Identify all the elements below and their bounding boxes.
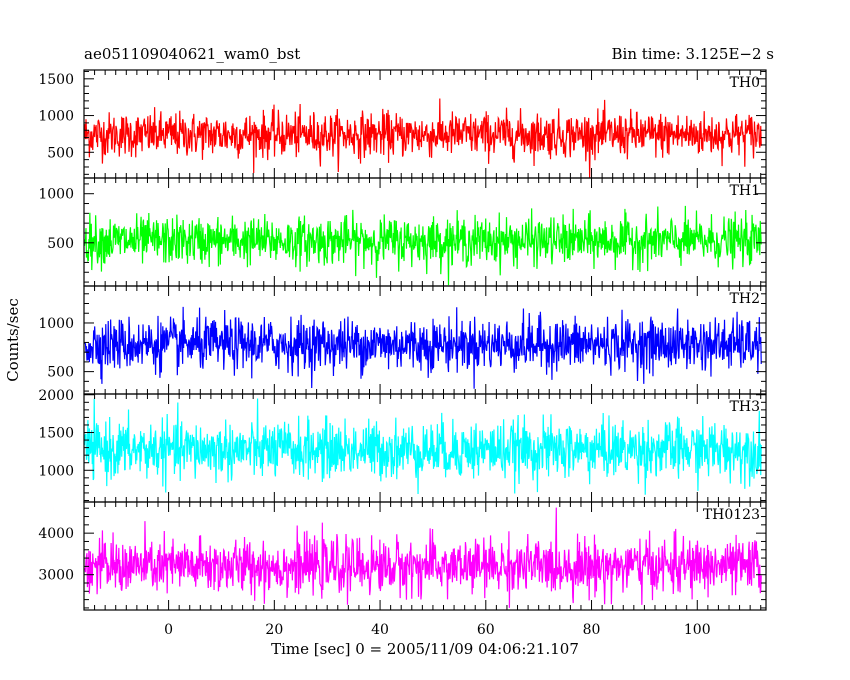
y-tick-label: 4000 — [38, 526, 74, 542]
panel-frame-th0123 — [83, 501, 767, 611]
panel-label-th3: TH3 — [730, 399, 760, 415]
y-tick-label: 500 — [47, 236, 74, 252]
chart-title-left: ae051109040621_wam0_bst — [84, 45, 300, 63]
series-trace-th2 — [84, 306, 762, 389]
series-trace-th3 — [84, 398, 762, 495]
y-tick-label: 1000 — [38, 187, 74, 203]
y-tick-label: 1500 — [38, 426, 74, 442]
panel-label-th0123: TH0123 — [703, 507, 760, 523]
series-trace-th0123 — [84, 507, 762, 608]
x-tick-label: 20 — [265, 622, 283, 638]
y-tick-label: 500 — [47, 145, 74, 161]
x-tick-label: 0 — [164, 622, 173, 638]
x-tick-label: 60 — [477, 622, 495, 638]
y-tick-label: 3000 — [38, 568, 74, 584]
panel-label-th1: TH1 — [730, 183, 760, 199]
x-tick-label: 40 — [371, 622, 389, 638]
panel-label-th2: TH2 — [730, 291, 760, 307]
series-trace-th1 — [84, 205, 762, 286]
panel-frame-th0 — [83, 69, 767, 179]
series-trace-th0 — [84, 98, 762, 178]
y-tick-label: 2000 — [38, 388, 74, 404]
y-tick-label: 1500 — [38, 72, 74, 88]
y-tick-label: 1000 — [38, 316, 74, 332]
panel-label-th0: TH0 — [730, 75, 760, 91]
y-tick-label: 500 — [47, 365, 74, 381]
y-tick-label: 1000 — [38, 109, 74, 125]
x-axis-label: Time [sec] 0 = 2005/11/09 04:06:21.107 — [271, 640, 579, 658]
y-tick-label: 1000 — [38, 463, 74, 479]
x-tick-label: 100 — [684, 622, 711, 638]
x-tick-label: 80 — [583, 622, 601, 638]
chart-title-right: Bin time: 3.125E−2 s — [612, 45, 774, 63]
y-axis-label: Counts/sec — [4, 298, 22, 382]
